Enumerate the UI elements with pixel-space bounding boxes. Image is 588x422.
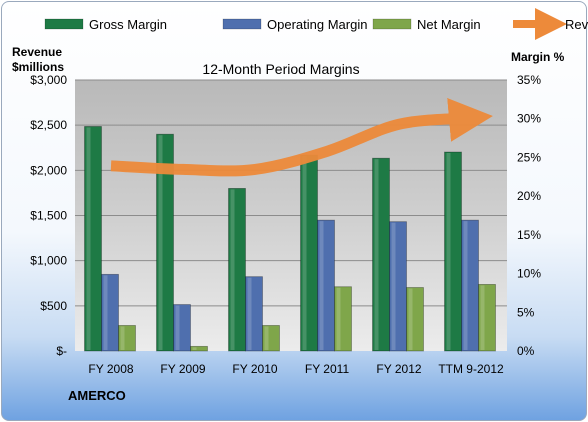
bar-highlight <box>336 287 341 350</box>
bar-highlight <box>175 305 180 350</box>
legend-label: Net Margin <box>417 17 481 32</box>
left-tick-label: $- <box>56 344 67 358</box>
bar-gross-margin <box>84 126 102 352</box>
right-tick-label: 25% <box>517 150 541 164</box>
bar-highlight <box>86 127 91 350</box>
bar-gross-margin <box>228 187 246 352</box>
right-tick-label: 5% <box>517 305 535 319</box>
legend-swatch-net-margin <box>372 18 412 30</box>
category-label: FY 2009 <box>160 362 205 376</box>
bar-highlight <box>480 285 485 350</box>
right-tick-label: 30% <box>517 112 541 126</box>
bar-net-margin <box>262 325 280 352</box>
bar-highlight <box>302 156 307 350</box>
bar-net-margin <box>334 286 352 352</box>
bar-net-margin <box>118 325 136 352</box>
legend-label: Operating Margin <box>267 17 367 32</box>
bar-highlight <box>319 221 324 350</box>
right-tick-label: 20% <box>517 189 541 203</box>
legend-swatch-gross-margin <box>44 18 84 30</box>
bar-operating-margin <box>173 304 191 352</box>
bar-operating-margin <box>317 219 335 352</box>
left-axis-label-line1: Revenue <box>12 45 62 59</box>
bar-operating-margin <box>389 221 407 352</box>
bar-operating-margin <box>101 273 119 352</box>
right-tick-label: 10% <box>517 267 541 281</box>
right-axis-label: Margin % <box>511 50 565 64</box>
category-label: FY 2010 <box>232 362 277 376</box>
left-tick-label: $2,500 <box>30 118 67 132</box>
bar-highlight <box>230 189 235 350</box>
category-label: FY 2011 <box>305 362 350 376</box>
chart-title: 12-Month Period Margins <box>202 61 359 77</box>
bar-highlight <box>374 159 379 350</box>
right-tick-label: 35% <box>517 73 541 87</box>
revenues-line <box>110 97 493 177</box>
bar-operating-margin <box>245 276 263 352</box>
bar-highlight <box>408 288 413 350</box>
bar-highlight <box>192 347 197 350</box>
right-tick-label: 15% <box>517 228 541 242</box>
bar-highlight <box>103 275 108 350</box>
bar-net-margin <box>190 345 208 352</box>
bar-highlight <box>120 326 125 350</box>
bar-net-margin <box>478 284 496 352</box>
bar-highlight <box>463 221 468 350</box>
legend-label: Revenues <box>565 17 588 32</box>
bar-highlight <box>264 326 269 350</box>
right-tick-label: 0% <box>517 344 535 358</box>
bar-highlight <box>391 222 396 350</box>
bar-net-margin <box>406 287 424 352</box>
left-tick-label: $500 <box>40 299 67 313</box>
category-label: TTM 9-2012 <box>438 362 504 376</box>
bar-gross-margin <box>156 133 174 352</box>
legend-swatch-operating-margin <box>222 18 262 30</box>
left-tick-label: $1,500 <box>30 209 67 223</box>
category-label: FY 2008 <box>88 362 133 376</box>
bar-highlight <box>446 153 451 350</box>
bar-highlight <box>158 135 163 350</box>
left-axis-label-line2: $millions <box>12 60 64 74</box>
category-label: FY 2012 <box>376 362 421 376</box>
left-tick-label: $3,000 <box>30 73 67 87</box>
legend-label: Gross Margin <box>89 17 167 32</box>
left-tick-label: $1,000 <box>30 254 67 268</box>
left-tick-label: $2,000 <box>30 163 67 177</box>
bar-highlight <box>247 277 252 350</box>
company-label: AMERCO <box>68 388 126 403</box>
